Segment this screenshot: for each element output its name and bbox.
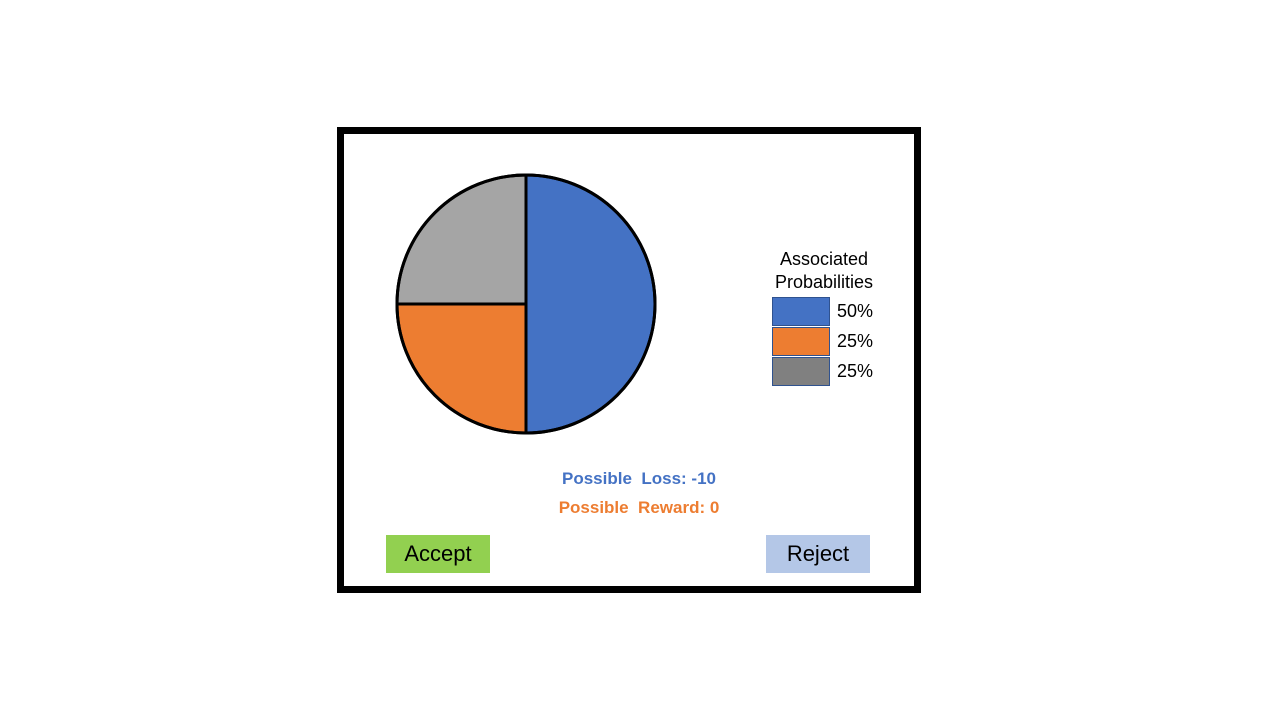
reject-button[interactable]: Reject [766, 535, 870, 573]
possible-loss-text: Possible Loss: -10 [562, 469, 716, 488]
pie-outline [395, 173, 657, 435]
legend-swatch-gray [772, 356, 830, 386]
pie-slice-gray [395, 173, 528, 306]
legend-item-gray: 25% [772, 356, 896, 386]
possible-reward-text: Possible Reward: 0 [558, 498, 720, 517]
gamble-panel: Associated Probabilities 50% 25% 25% Pos… [337, 127, 921, 593]
legend-label-gray: 25% [837, 360, 874, 381]
legend-title-line1: Associated [779, 249, 869, 269]
outcomes: Possible Loss: -10 Possible Reward: 0 [524, 464, 754, 522]
pie-slice-orange [395, 302, 528, 435]
probability-pie-chart [395, 173, 657, 435]
pie-slice-blue [524, 173, 657, 435]
legend-title-line2: Probabilities [774, 272, 874, 292]
legend: Associated Probabilities 50% 25% 25% [756, 248, 896, 386]
legend-title: Associated Probabilities [756, 248, 892, 294]
legend-swatch-orange [772, 326, 830, 356]
legend-label-orange: 25% [837, 330, 874, 351]
legend-label-blue: 50% [837, 300, 874, 321]
legend-item-orange: 25% [772, 326, 896, 356]
legend-item-blue: 50% [772, 296, 896, 326]
legend-swatch-blue [772, 296, 830, 326]
accept-button[interactable]: Accept [386, 535, 490, 573]
